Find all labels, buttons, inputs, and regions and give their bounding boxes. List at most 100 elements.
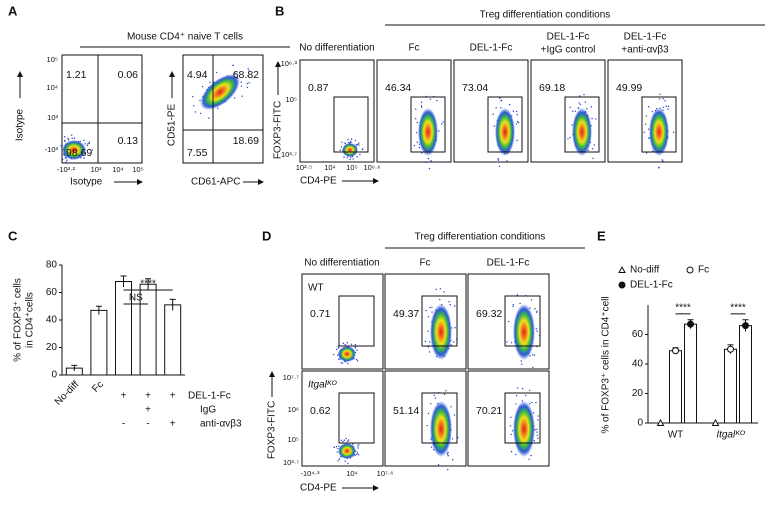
- event-dot: [434, 397, 436, 399]
- event-dot: [658, 98, 661, 100]
- density-blob: [342, 143, 358, 157]
- event-dot: [338, 445, 340, 448]
- x-tick-label: -10⁴·³: [300, 469, 320, 478]
- event-dot: [208, 117, 210, 119]
- event-dot: [346, 440, 349, 443]
- quadrant-value: 18.69: [233, 135, 259, 147]
- event-dot: [530, 454, 532, 457]
- gate: [504, 295, 541, 347]
- x-tick-label: 10³: [91, 165, 102, 174]
- event-dot: [358, 142, 360, 144]
- event-dot: [356, 349, 358, 352]
- gate-value: 69.18: [539, 82, 565, 94]
- event-dot: [493, 125, 495, 127]
- event-dot: [442, 121, 444, 123]
- event-dot: [508, 320, 510, 323]
- panel-header: Mouse CD4⁺ naive T cells: [127, 32, 243, 43]
- event-dot: [430, 160, 432, 162]
- event-dot: [356, 156, 358, 158]
- event-dot: [537, 419, 539, 421]
- column-title: +IgG control: [541, 45, 596, 56]
- event-dot: [657, 167, 660, 169]
- event-dot: [333, 446, 336, 449]
- event-dot: [443, 291, 445, 293]
- y-tick-label: 40: [46, 315, 58, 326]
- event-dot: [194, 111, 197, 113]
- quadrant-value: 98.69: [66, 147, 92, 159]
- event-dot: [346, 157, 348, 159]
- event-dot: [414, 117, 417, 120]
- event-dot: [342, 440, 344, 443]
- event-dot: [453, 414, 456, 416]
- event-dot: [431, 161, 433, 163]
- event-dot: [451, 438, 454, 440]
- event-dot: [347, 462, 349, 465]
- x-tick-label: Itgalᴷᴼ: [716, 430, 745, 441]
- event-dot: [497, 158, 499, 160]
- event-dot: [516, 139, 518, 142]
- mean-marker: [687, 320, 694, 328]
- y-tick-label: 0: [637, 418, 643, 429]
- event-dot: [512, 305, 514, 308]
- event-dot: [424, 340, 427, 343]
- event-dot: [246, 82, 249, 85]
- event-dot: [535, 311, 538, 314]
- bar: [739, 325, 752, 424]
- density-blob: [338, 346, 356, 362]
- event-dot: [662, 98, 664, 100]
- y-tick-label: 10⁴: [46, 83, 58, 92]
- event-dot: [83, 139, 85, 142]
- event-dot: [510, 450, 513, 453]
- event-dot: [418, 146, 421, 149]
- y-tick-label: 60: [46, 287, 58, 298]
- event-dot: [672, 131, 675, 134]
- event-dot: [421, 152, 423, 154]
- event-dot: [420, 101, 423, 103]
- event-dot: [532, 366, 534, 369]
- event-dot: [514, 453, 517, 456]
- density-blob: [495, 108, 515, 156]
- event-dot: [416, 121, 419, 124]
- event-dot: [578, 102, 580, 104]
- event-dot: [431, 311, 433, 313]
- legend-label: DEL-1-Fc: [630, 280, 673, 291]
- event-dot: [521, 387, 524, 390]
- event-dot: [436, 99, 438, 102]
- event-dot: [572, 110, 574, 112]
- gate-value: 69.32: [476, 308, 502, 320]
- event-dot: [232, 64, 234, 66]
- event-dot: [496, 161, 498, 163]
- event-dot: [60, 144, 62, 147]
- gate-value: 0.62: [310, 405, 331, 417]
- event-dot: [529, 402, 531, 405]
- quadrant-value: 1.21: [66, 69, 87, 81]
- event-dot: [492, 113, 494, 116]
- event-dot: [579, 95, 581, 97]
- event-dot: [517, 387, 519, 389]
- event-dot: [452, 458, 454, 461]
- event-dot: [247, 68, 249, 70]
- gate-value: 49.99: [616, 82, 642, 94]
- event-dot: [569, 106, 571, 109]
- x-axis-label: Isotype: [70, 177, 103, 188]
- event-dot: [648, 106, 650, 108]
- plot-frame: [607, 59, 683, 163]
- event-dot: [584, 101, 587, 103]
- event-dot: [497, 159, 500, 161]
- event-dot: [665, 105, 667, 108]
- event-dot: [350, 156, 352, 159]
- event-dot: [346, 342, 349, 344]
- event-dot: [591, 148, 594, 150]
- event-dot: [240, 81, 242, 83]
- y-axis-label: CD51-PE: [167, 104, 178, 147]
- event-dot: [199, 112, 202, 115]
- column-title: DEL-1-Fc: [624, 32, 667, 43]
- mean-marker: [727, 345, 734, 353]
- event-dot: [664, 100, 666, 102]
- event-dot: [71, 137, 73, 140]
- y-tick-label: 40: [632, 359, 644, 370]
- event-dot: [510, 416, 512, 419]
- event-dot: [447, 452, 449, 454]
- event-dot: [519, 302, 521, 305]
- event-dot: [510, 433, 512, 436]
